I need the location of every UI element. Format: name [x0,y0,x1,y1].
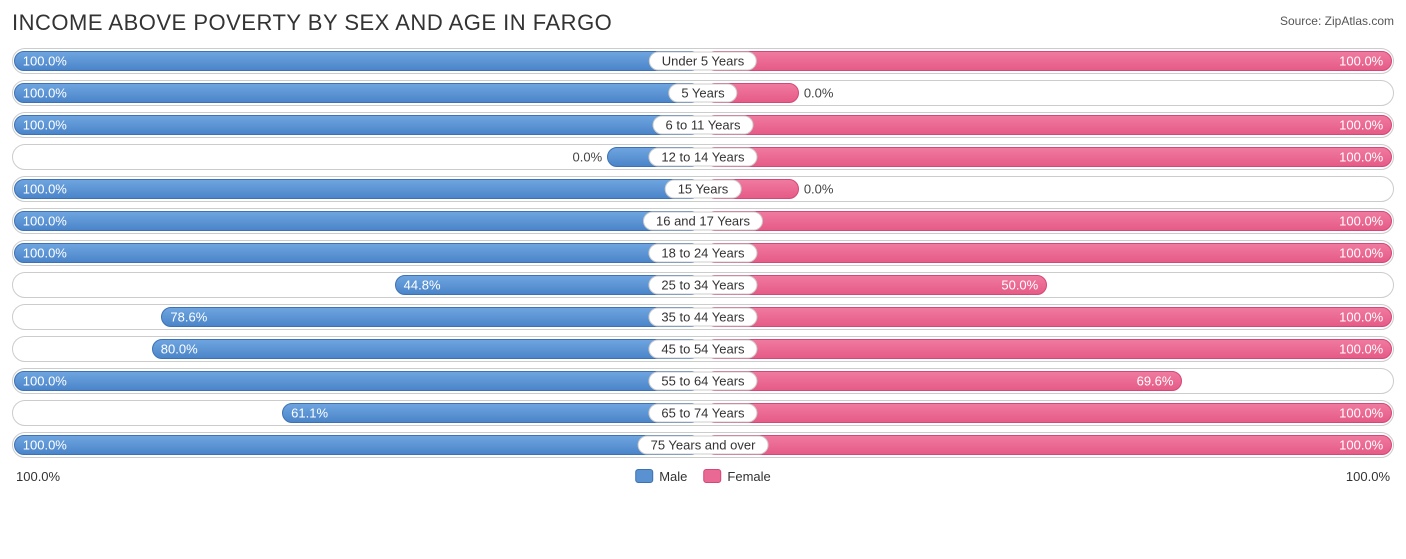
male-value-label: 100.0% [23,246,67,261]
category-label: 18 to 24 Years [648,244,757,263]
female-bar: 100.0% [705,403,1392,423]
male-bar: 100.0% [14,211,701,231]
chart-row: 78.6% 100.0% 35 to 44 Years [12,304,1394,330]
male-value-label: 100.0% [23,86,67,101]
male-value-label: 78.6% [170,310,207,325]
female-value-label: 50.0% [1001,278,1038,293]
female-value-label: 100.0% [1339,118,1383,133]
category-label: 65 to 74 Years [648,404,757,423]
legend-female-label: Female [727,469,770,484]
category-label: 25 to 34 Years [648,276,757,295]
chart-row: 100.0% 69.6% 55 to 64 Years [12,368,1394,394]
chart-row: 80.0% 100.0% 45 to 54 Years [12,336,1394,362]
female-bar: 69.6% [705,371,1182,391]
male-bar: 100.0% [14,243,701,263]
female-bar: 100.0% [705,339,1392,359]
category-label: 35 to 44 Years [648,308,757,327]
male-value-label: 44.8% [404,278,441,293]
category-label: 15 Years [665,180,742,199]
male-bar: 100.0% [14,435,701,455]
male-bar: 100.0% [14,83,701,103]
female-value-label: 100.0% [1339,310,1383,325]
female-value-label: 100.0% [1339,214,1383,229]
category-label: 75 Years and over [638,436,769,455]
female-value-label: 0.0% [804,86,834,101]
chart-row: 100.0% 100.0% 16 and 17 Years [12,208,1394,234]
male-bar: 100.0% [14,115,701,135]
legend: Male Female [635,469,771,484]
male-value-label: 100.0% [23,438,67,453]
chart-row: 44.8% 50.0% 25 to 34 Years [12,272,1394,298]
category-label: 45 to 54 Years [648,340,757,359]
category-label: 12 to 14 Years [648,148,757,167]
chart-title: INCOME ABOVE POVERTY BY SEX AND AGE IN F… [12,10,612,36]
female-value-label: 100.0% [1339,150,1383,165]
male-bar: 80.0% [152,339,701,359]
female-bar: 100.0% [705,435,1392,455]
female-value-label: 100.0% [1339,438,1383,453]
female-bar: 100.0% [705,147,1392,167]
category-label: 5 Years [668,84,737,103]
legend-female: Female [703,469,770,484]
female-value-label: 0.0% [804,182,834,197]
male-value-label: 80.0% [161,342,198,357]
male-bar: 100.0% [14,179,701,199]
male-value-label: 100.0% [23,54,67,69]
female-value-label: 100.0% [1339,342,1383,357]
chart-row: 100.0% 0.0% 5 Years [12,80,1394,106]
chart-row: 100.0% 100.0% Under 5 Years [12,48,1394,74]
diverging-bar-chart: 100.0% 100.0% Under 5 Years 100.0% 0.0% 5 Yea… [12,48,1394,458]
female-value-label: 100.0% [1339,54,1383,69]
source-label: Source: ZipAtlas.com [1280,14,1394,28]
chart-footer: 100.0% Male Female 100.0% [12,464,1394,488]
axis-right-label: 100.0% [1346,469,1390,484]
male-bar: 100.0% [14,371,701,391]
male-bar: 61.1% [282,403,701,423]
female-bar: 100.0% [705,243,1392,263]
female-value-label: 69.6% [1137,374,1174,389]
female-value-label: 100.0% [1339,246,1383,261]
male-value-label: 100.0% [23,182,67,197]
chart-row: 0.0% 100.0% 12 to 14 Years [12,144,1394,170]
legend-male-label: Male [659,469,687,484]
male-value-label: 100.0% [23,374,67,389]
male-value-label: 100.0% [23,118,67,133]
axis-left-label: 100.0% [16,469,60,484]
legend-male: Male [635,469,687,484]
chart-row: 100.0% 100.0% 6 to 11 Years [12,112,1394,138]
male-value-label: 100.0% [23,214,67,229]
chart-row: 100.0% 0.0% 15 Years [12,176,1394,202]
chart-row: 100.0% 100.0% 75 Years and over [12,432,1394,458]
female-value-label: 100.0% [1339,406,1383,421]
male-bar: 78.6% [161,307,701,327]
female-bar: 100.0% [705,115,1392,135]
female-swatch-icon [703,469,721,483]
female-bar: 100.0% [705,307,1392,327]
male-bar: 100.0% [14,51,701,71]
female-bar: 100.0% [705,211,1392,231]
header: INCOME ABOVE POVERTY BY SEX AND AGE IN F… [12,10,1394,36]
male-value-label: 61.1% [291,406,328,421]
category-label: Under 5 Years [649,52,757,71]
category-label: 16 and 17 Years [643,212,763,231]
male-value-label: 0.0% [573,150,603,165]
category-label: 6 to 11 Years [653,116,754,135]
category-label: 55 to 64 Years [648,372,757,391]
male-swatch-icon [635,469,653,483]
chart-row: 100.0% 100.0% 18 to 24 Years [12,240,1394,266]
chart-row: 61.1% 100.0% 65 to 74 Years [12,400,1394,426]
female-bar: 100.0% [705,51,1392,71]
